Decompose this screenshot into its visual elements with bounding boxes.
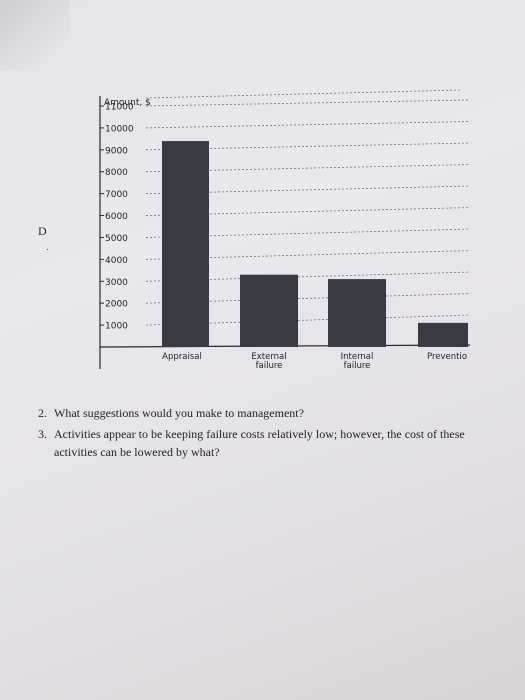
y-tick-label: 6000 [105,212,128,222]
y-tick-label: 4000 [105,256,128,266]
questions-list: 2. What suggestions would you make to ma… [38,404,498,464]
bar-4 [418,322,468,347]
gridline [145,99,471,107]
side-dot-mark: · [46,244,50,255]
category-label: Internal [341,352,374,362]
y-tick-label: 5000 [105,234,128,244]
question-3: 3. Activities appear to be keeping failu… [38,425,498,462]
question-2-text: What suggestions would you make to manag… [54,406,304,420]
category-label: Preventio [427,352,467,362]
question-3-number: 3. [38,426,47,441]
y-axis-label: Amount, $ [104,98,151,108]
bar-1 [162,141,209,347]
bar-chart: Amount, $11000 10000 9000 8000 7000 6000 5000 4… [99,89,471,371]
y-tick-label: 11000 [105,103,134,113]
y-tick-label: 7000 [105,190,128,200]
bar-2 [240,274,298,347]
gridline [145,89,461,99]
y-tick-label: 9000 [105,146,128,156]
question-2-number: 2. [38,406,47,420]
category-label: failure [256,361,283,371]
category-label: failure [344,361,371,371]
y-tick-label: 10000 [105,124,134,134]
category-label: External [251,352,286,362]
y-tick-label: 2000 [105,300,128,310]
question-2: 2. What suggestions would you make to ma… [38,404,498,423]
page-shadow [0,0,70,70]
bar-3 [328,279,386,347]
y-tick-label: 1000 [105,322,128,332]
y-tick-label: 8000 [105,168,128,178]
category-label: Appraisal [162,352,202,362]
side-letter: D [38,224,47,238]
y-tick-label: 3000 [105,278,128,288]
gridline [145,121,471,129]
question-3-text: Activities appear to be keeping failure … [54,426,465,460]
